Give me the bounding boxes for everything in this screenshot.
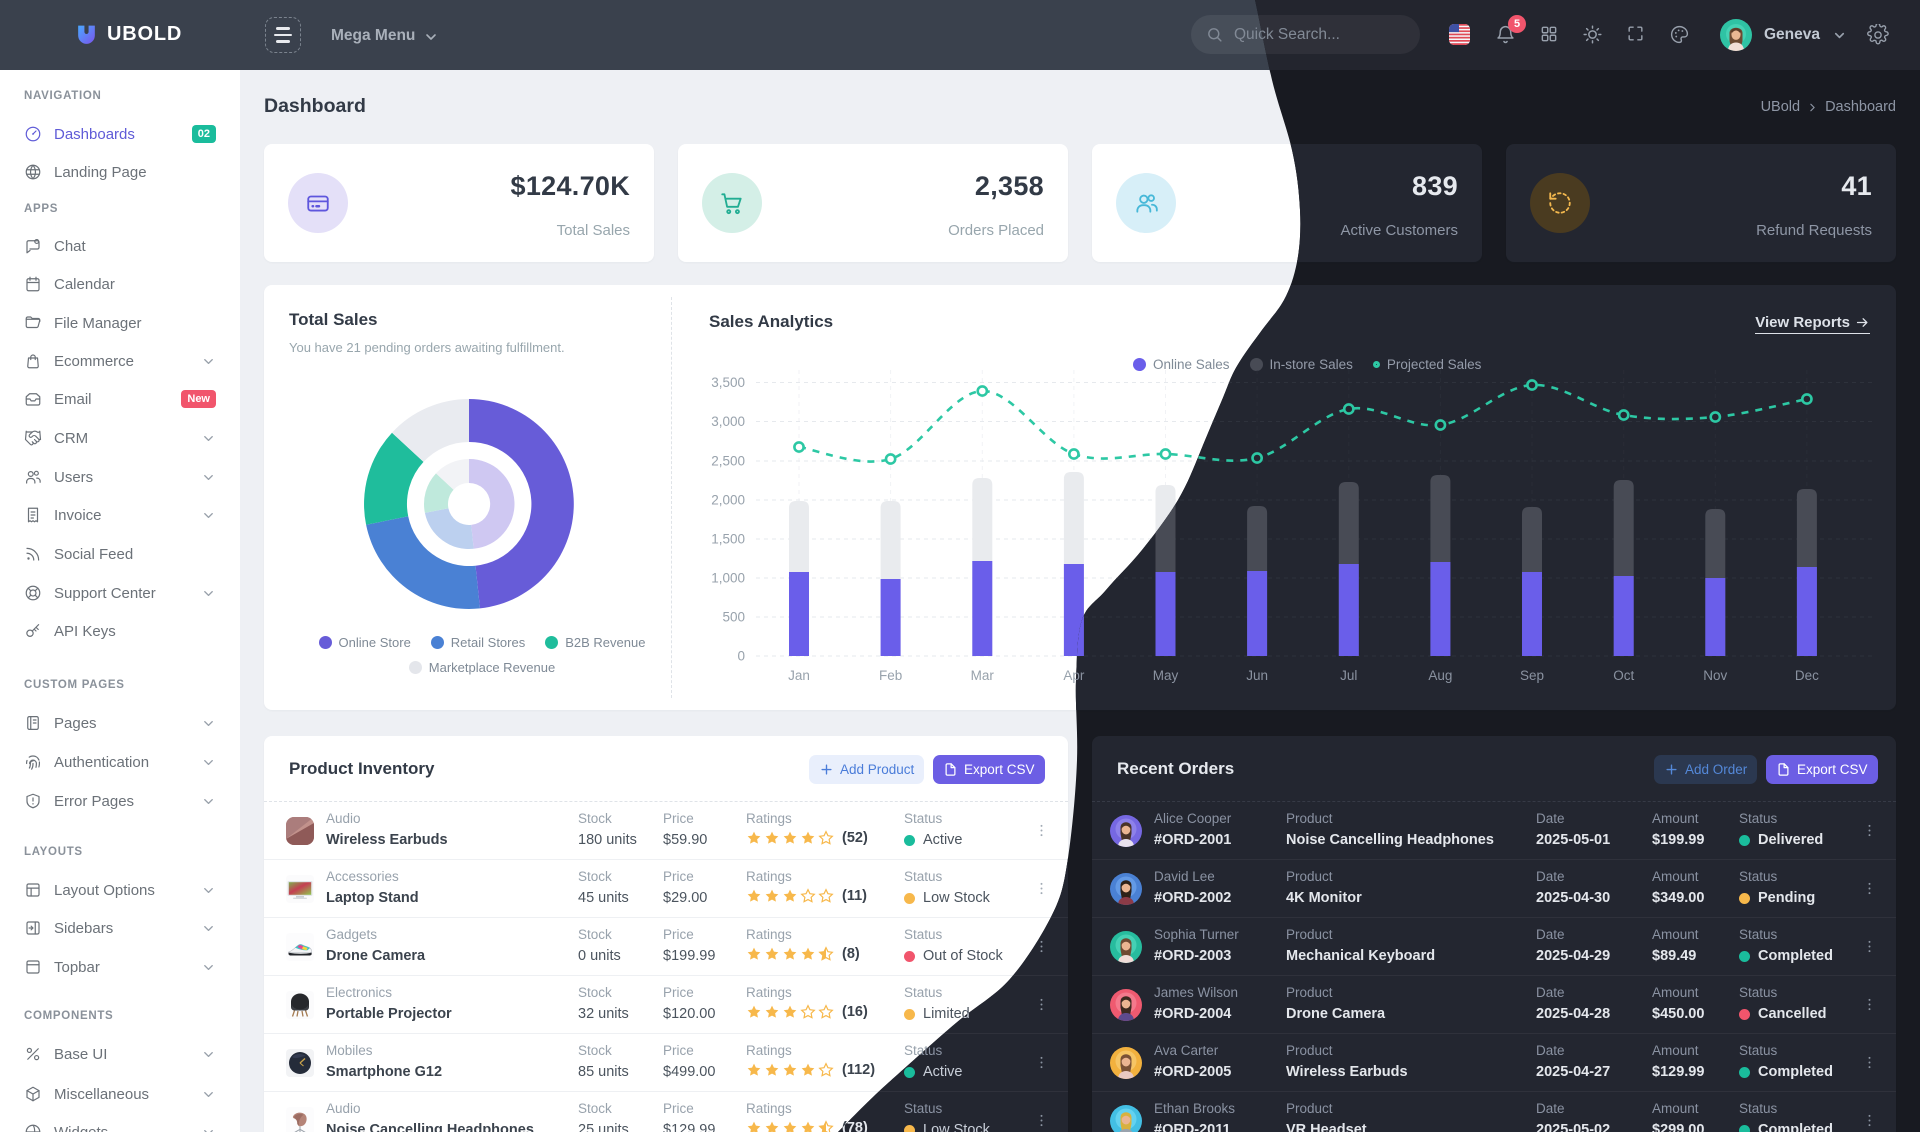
svg-text:Jun: Jun bbox=[1246, 668, 1268, 683]
svg-text:Mar: Mar bbox=[971, 668, 995, 683]
svg-text:Dec: Dec bbox=[1795, 668, 1819, 683]
svg-text:Oct: Oct bbox=[1613, 668, 1634, 683]
svg-text:1,500: 1,500 bbox=[711, 532, 745, 547]
svg-text:Nov: Nov bbox=[1703, 668, 1727, 683]
svg-text:500: 500 bbox=[722, 610, 745, 625]
svg-text:0: 0 bbox=[737, 649, 745, 664]
svg-text:Feb: Feb bbox=[879, 668, 902, 683]
svg-text:3,500: 3,500 bbox=[711, 375, 745, 390]
svg-text:May: May bbox=[1153, 668, 1179, 683]
svg-text:3,000: 3,000 bbox=[711, 414, 745, 429]
svg-text:2,000: 2,000 bbox=[711, 493, 745, 508]
svg-text:2,500: 2,500 bbox=[711, 454, 745, 469]
svg-text:Aug: Aug bbox=[1428, 668, 1452, 683]
svg-text:Jan: Jan bbox=[788, 668, 810, 683]
svg-text:Jul: Jul bbox=[1340, 668, 1357, 683]
svg-text:1,000: 1,000 bbox=[711, 571, 745, 586]
svg-text:Sep: Sep bbox=[1520, 668, 1544, 683]
